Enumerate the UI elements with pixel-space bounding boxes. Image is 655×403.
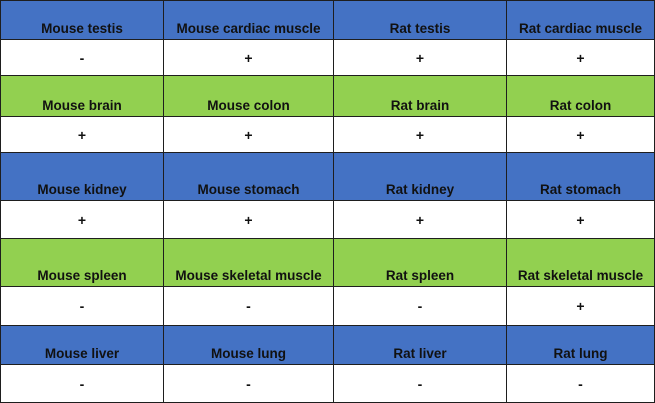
result-cell: +	[1, 201, 164, 238]
header-row: Mouse spleen Mouse skeletal muscle Rat s…	[1, 239, 654, 287]
tissue-cell: Rat spleen	[334, 239, 507, 286]
result-cell: +	[164, 117, 334, 152]
tissue-cell: Rat liver	[334, 326, 507, 364]
tissue-cell: Mouse skeletal muscle	[164, 239, 334, 286]
result-cell: -	[334, 365, 507, 402]
result-cell: -	[164, 287, 334, 325]
result-cell: -	[1, 365, 164, 402]
tissue-cell: Mouse cardiac muscle	[164, 1, 334, 39]
tissue-cell: Rat colon	[507, 76, 654, 116]
result-row: - + + +	[1, 40, 654, 76]
result-cell: +	[334, 40, 507, 75]
result-row: - - - +	[1, 287, 654, 326]
result-cell: +	[164, 40, 334, 75]
result-cell: -	[1, 287, 164, 325]
result-cell: +	[507, 117, 654, 152]
tissue-cell: Rat lung	[507, 326, 654, 364]
tissue-cell: Mouse spleen	[1, 239, 164, 286]
result-cell: -	[164, 365, 334, 402]
header-row: Mouse testis Mouse cardiac muscle Rat te…	[1, 1, 654, 40]
result-cell: -	[1, 40, 164, 75]
tissue-cell: Mouse colon	[164, 76, 334, 116]
result-cell: +	[507, 201, 654, 238]
tissue-cell: Mouse stomach	[164, 153, 334, 200]
tissue-cell: Mouse kidney	[1, 153, 164, 200]
result-row: - - - -	[1, 365, 654, 402]
tissue-cell: Rat kidney	[334, 153, 507, 200]
header-row: Mouse kidney Mouse stomach Rat kidney Ra…	[1, 153, 654, 201]
result-row: + + + +	[1, 117, 654, 153]
header-row: Mouse liver Mouse lung Rat liver Rat lun…	[1, 326, 654, 365]
result-cell: -	[334, 287, 507, 325]
tissue-cell: Mouse testis	[1, 1, 164, 39]
tissue-cell: Rat cardiac muscle	[507, 1, 654, 39]
result-cell: +	[164, 201, 334, 238]
result-cell: +	[334, 201, 507, 238]
tissue-cell: Mouse brain	[1, 76, 164, 116]
result-cell: -	[507, 365, 654, 402]
tissue-cell: Rat stomach	[507, 153, 654, 200]
result-cell: +	[507, 40, 654, 75]
header-row: Mouse brain Mouse colon Rat brain Rat co…	[1, 76, 654, 117]
tissue-cell: Mouse lung	[164, 326, 334, 364]
result-cell: +	[1, 117, 164, 152]
result-row: + + + +	[1, 201, 654, 239]
tissue-cell: Rat testis	[334, 1, 507, 39]
tissue-cell: Mouse liver	[1, 326, 164, 364]
result-cell: +	[507, 287, 654, 325]
tissue-cell: Rat brain	[334, 76, 507, 116]
result-cell: +	[334, 117, 507, 152]
tissue-cell: Rat skeletal muscle	[507, 239, 654, 286]
